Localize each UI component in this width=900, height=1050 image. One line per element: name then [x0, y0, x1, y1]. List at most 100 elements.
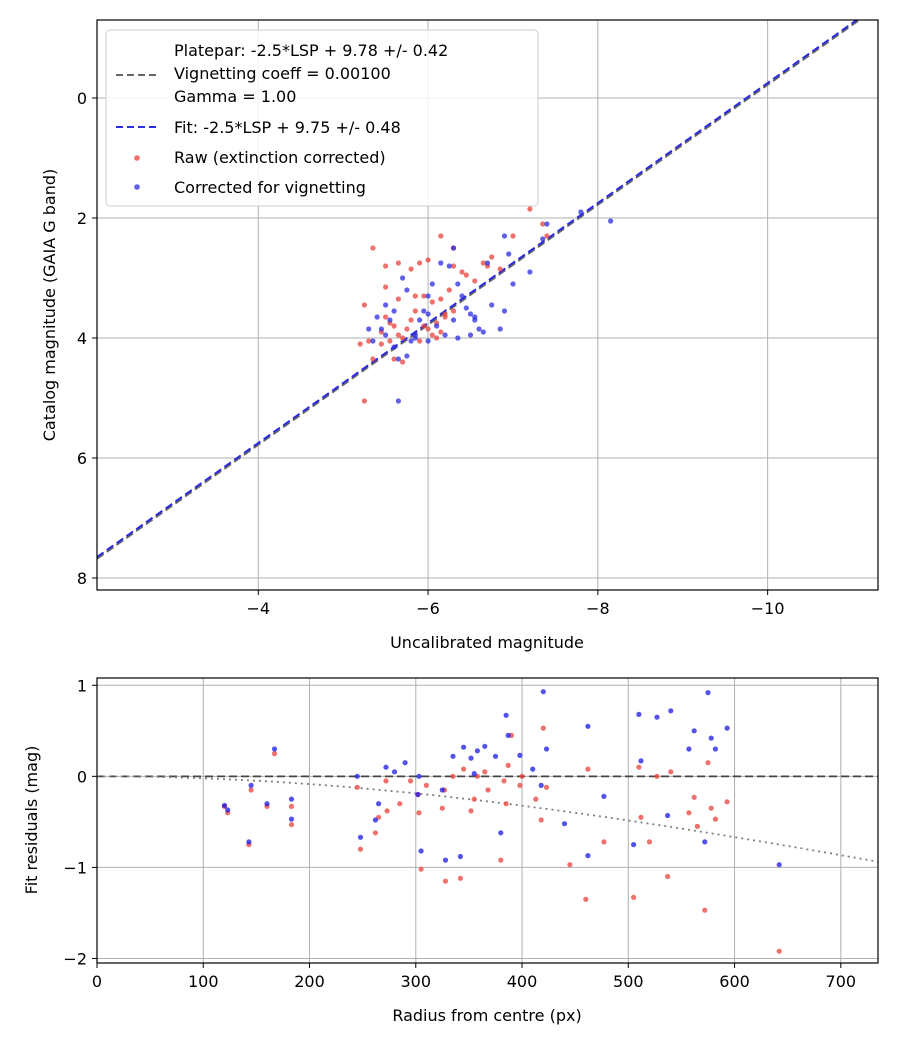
- top-point-raw: [417, 338, 423, 344]
- bottom-point-corrected: [271, 746, 278, 752]
- bottom-point-corrected: [638, 758, 644, 764]
- bottom-point-corrected: [561, 821, 568, 827]
- top-point-corrected: [455, 335, 461, 341]
- top-point-corrected: [510, 281, 516, 287]
- top-point-raw: [357, 341, 363, 347]
- top-x-tick-label: −4: [246, 599, 270, 618]
- bottom-point-corrected: [372, 817, 378, 823]
- top-point-corrected: [450, 317, 457, 323]
- legend-gamma-label: Gamma = 1.00: [174, 87, 296, 106]
- top-point-corrected: [425, 311, 431, 317]
- bottom-point-raw: [585, 766, 591, 772]
- top-point-corrected: [378, 326, 384, 332]
- top-fit-line-1: [97, 20, 859, 558]
- top-y-tick-label: 0: [77, 89, 87, 108]
- bottom-point-corrected: [505, 732, 511, 739]
- bottom-point-corrected: [654, 714, 660, 720]
- top-point-raw: [417, 260, 423, 266]
- top-point-raw: [383, 314, 389, 320]
- top-ticks: −4 −6 −8 −10 0 2 4 6 8: [77, 89, 785, 618]
- top-point-corrected: [408, 338, 414, 344]
- top-point-raw: [408, 266, 414, 272]
- bottom-point-corrected: [288, 796, 295, 802]
- top-point-corrected: [467, 311, 474, 317]
- bottom-vignetting-curve: [97, 775, 878, 863]
- bottom-grid: [96, 678, 878, 963]
- bottom-point-raw: [702, 907, 708, 913]
- bottom-point-raw: [482, 769, 488, 775]
- top-point-raw: [366, 338, 372, 344]
- bottom-point-raw: [691, 794, 697, 800]
- top-point-raw: [425, 326, 431, 332]
- bottom-point-raw: [416, 810, 422, 816]
- bottom-point-raw: [485, 787, 491, 793]
- bottom-x-tick-label: 500: [613, 972, 644, 991]
- top-point-corrected: [425, 293, 431, 299]
- top-point-raw: [438, 233, 444, 239]
- bottom-point-raw: [533, 796, 539, 802]
- top-point-corrected: [412, 335, 418, 341]
- top-point-corrected: [387, 317, 393, 323]
- bottom-x-axis-label: Radius from centre (px): [392, 1006, 581, 1025]
- bottom-y-tick-label: 1: [77, 676, 87, 695]
- bottom-point-raw: [694, 823, 701, 830]
- bottom-point-raw: [686, 810, 692, 816]
- top-point-raw: [370, 245, 376, 251]
- bottom-point-raw: [776, 948, 782, 954]
- legend-box: [105, 29, 539, 207]
- top-point-corrected: [434, 323, 440, 329]
- bottom-point-raw: [271, 751, 278, 757]
- bottom-point-corrected: [457, 853, 463, 860]
- bottom-point-corrected: [705, 690, 711, 696]
- top-point-corrected: [476, 326, 482, 332]
- top-point-corrected: [540, 236, 546, 242]
- bottom-point-raw: [248, 787, 254, 793]
- top-point-corrected: [421, 308, 427, 314]
- bottom-scatter-points: [221, 689, 782, 954]
- top-point-raw: [378, 341, 384, 347]
- top-point-raw: [412, 293, 418, 299]
- top-point-raw: [391, 356, 397, 362]
- top-point-raw: [510, 233, 516, 239]
- bottom-point-corrected: [712, 746, 719, 752]
- bottom-x-tick-label: 100: [188, 972, 219, 991]
- top-point-corrected: [404, 287, 410, 293]
- top-point-corrected: [497, 326, 503, 332]
- top-point-corrected: [400, 275, 406, 281]
- bottom-point-raw: [505, 762, 511, 769]
- bottom-point-raw: [450, 773, 456, 779]
- bottom-reference-lines: [97, 775, 878, 863]
- top-point-raw: [438, 296, 444, 302]
- top-y-tick-label: 4: [77, 329, 87, 348]
- top-point-corrected: [544, 221, 550, 227]
- bottom-point-corrected: [225, 807, 231, 813]
- bottom-point-corrected: [246, 839, 252, 845]
- legend-platepar-label: Platepar: -2.5*LSP + 9.78 +/- 0.42: [174, 41, 448, 60]
- top-point-corrected: [608, 218, 614, 224]
- top-point-raw: [544, 233, 550, 239]
- bottom-point-corrected: [391, 769, 398, 775]
- legend-corrected-marker: [134, 184, 140, 190]
- bottom-point-raw: [498, 857, 504, 863]
- bottom-point-corrected: [691, 728, 697, 734]
- bottom-point-corrected: [492, 753, 499, 759]
- top-point-corrected: [366, 326, 372, 332]
- bottom-point-corrected: [702, 839, 708, 845]
- bottom-point-corrected: [517, 752, 523, 759]
- top-point-corrected: [501, 233, 508, 239]
- top-point-corrected: [391, 344, 397, 350]
- bottom-point-corrected: [538, 782, 544, 789]
- legend-vignetting-label: Vignetting coeff = 0.00100: [174, 64, 391, 83]
- bottom-point-raw: [383, 778, 389, 784]
- bottom-point-raw: [668, 769, 674, 775]
- bottom-point-corrected: [530, 766, 536, 772]
- top-point-corrected: [383, 332, 389, 338]
- top-point-raw: [395, 296, 401, 302]
- bottom-point-raw: [418, 866, 424, 872]
- bottom-point-corrected: [665, 812, 671, 819]
- top-point-raw: [527, 206, 533, 212]
- top-point-raw: [450, 308, 457, 314]
- top-point-corrected: [442, 332, 448, 338]
- bottom-point-corrected: [376, 801, 382, 807]
